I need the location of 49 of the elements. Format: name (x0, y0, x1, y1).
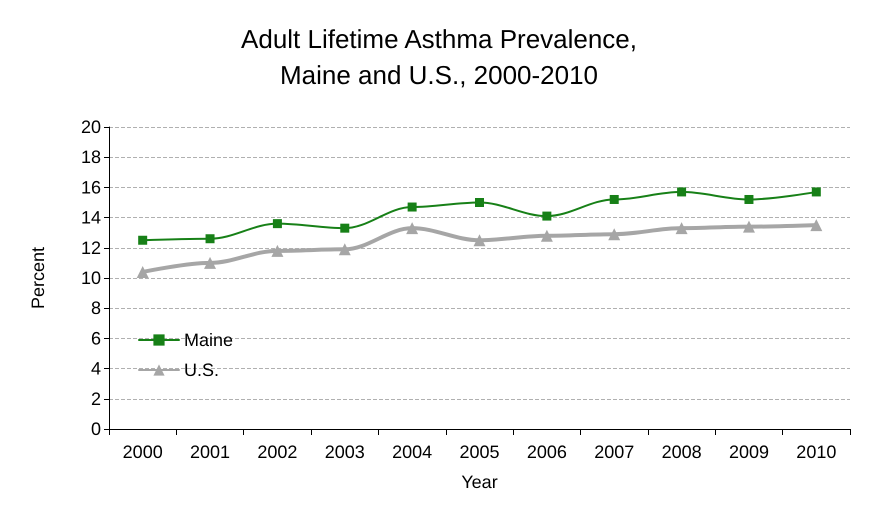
point (406, 222, 418, 234)
point (540, 230, 553, 242)
y-tick-label: 12 (80, 238, 101, 258)
point (677, 187, 686, 196)
point (340, 224, 350, 233)
y-tick-label: 8 (90, 298, 101, 318)
point (408, 202, 417, 212)
x-tick-label: 2000 (122, 442, 163, 462)
chart-title: Adult Lifetime Asthma Prevalence, Maine and U.S., 2000-2010 (241, 24, 637, 90)
y-tick-label: 18 (80, 147, 101, 168)
x-tick-label: 2004 (392, 442, 432, 462)
x-tick-label: 2002 (257, 442, 298, 462)
point (610, 194, 619, 204)
x-tick-label: 2006 (526, 442, 567, 462)
point (812, 187, 821, 196)
point (608, 228, 620, 240)
point (676, 222, 688, 234)
x-tick-label: 2010 (796, 442, 836, 462)
point (474, 234, 486, 246)
y-tick-label: 14 (80, 208, 101, 228)
x-tick-label: 2005 (459, 442, 500, 462)
legend-label: U.S. (184, 360, 220, 380)
point (475, 198, 484, 207)
x-tick-label: 2001 (190, 442, 230, 462)
y-tick-label: 16 (80, 177, 101, 198)
y-tick-label: 6 (90, 328, 101, 348)
x-tick-label: 2007 (594, 442, 634, 462)
point (271, 244, 284, 257)
point (272, 219, 282, 228)
point (138, 236, 148, 245)
y-tick-label: 0 (90, 419, 101, 439)
x-tick-label: 2003 (324, 442, 365, 462)
y-tick-label: 10 (80, 268, 101, 288)
x-tick-label: 2009 (728, 442, 769, 462)
point (744, 194, 754, 204)
point (542, 212, 552, 221)
point (742, 220, 755, 233)
legend-label: Maine (184, 330, 234, 350)
point (206, 234, 215, 244)
y-axis-title: Percent (28, 246, 48, 310)
point (338, 243, 351, 256)
y-tick-label: 4 (90, 358, 101, 379)
x-axis-title: Year (461, 472, 498, 492)
point (136, 266, 149, 278)
x-tick-label: 2008 (662, 442, 702, 462)
y-tick-label: 20 (80, 117, 101, 137)
y-tick-label: 2 (90, 388, 101, 409)
point (204, 256, 216, 269)
point (810, 219, 822, 232)
